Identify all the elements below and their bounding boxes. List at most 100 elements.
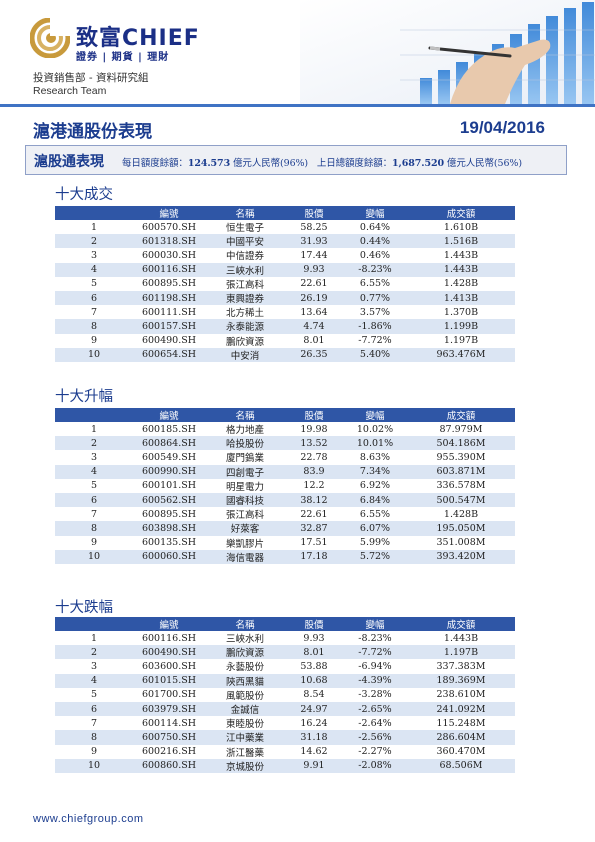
stock-code-cell: 600895.SH [141,278,197,290]
stock-name-cell: 張江高科 [225,510,264,522]
price-cell: 38.12 [285,492,343,508]
table-header-row: 編號 名稱 股價 變幅 成交額 [55,617,515,631]
summary-label: 滬股通表現 [34,154,104,170]
table-row: 3 603600.SH 永藝股份 53.88 -6.94% 337.383M [55,659,515,674]
change-cell: -7.72% [358,335,392,347]
stock-name-cell: 好萊客 [205,521,285,536]
stock-name-cell: 陝西黑貓 [205,673,285,688]
price-cell: 31.93 [285,234,343,249]
stock-code-cell: 600030.SH [141,249,197,261]
table-row: 2 600864.SH 哈投股份 13.52 10.01% 504.186M [55,436,515,451]
rank-cell: 1 [90,632,98,644]
table-row: 5 600895.SH 張江高科 22.61 6.55% 1.428B [55,277,515,291]
rank-cell: 6 [55,701,133,717]
rank-cell: 4 [55,464,133,479]
table-row: 7 600895.SH 張江高科 22.61 6.55% 1.428B [55,507,515,522]
stock-name-cell: 永藝股份 [225,662,264,674]
stock-code-cell: 603898.SH [133,521,205,536]
header-divider [0,104,595,107]
rank-cell: 6 [55,290,133,306]
price-cell: 83.9 [285,464,343,479]
stock-code-cell: 603600.SH [141,660,197,672]
change-cell: 0.44% [343,234,407,249]
column-header-change: 變幅 [343,408,407,422]
prev-total-label: 上日總額度餘額： [316,158,393,169]
turnover-cell: 1.197B [407,645,515,660]
column-header-price: 股價 [285,408,343,422]
table-header-row: 編號 名稱 股價 變幅 成交額 [55,206,515,220]
change-cell: -2.27% [358,746,392,758]
table-row: 10 600860.SH 京城股份 9.91 -2.08% 68.506M [55,758,515,773]
stock-name-cell: 三峽水利 [205,262,285,277]
prev-total-unit: 億元人民幣(56%) [444,158,522,169]
stock-name-cell: 三峽水利 [225,634,264,646]
stock-code-cell: 601700.SH [141,689,197,701]
column-header-turnover: 成交額 [407,408,515,422]
column-header-rank [55,617,133,631]
column-header-change: 變幅 [343,206,407,220]
table-row: 6 603979.SH 金誠信 24.97 -2.65% 241.092M [55,701,515,717]
table-row: 10 600654.SH 中安消 26.35 5.40% 963.476M [55,347,515,362]
change-cell: 5.99% [359,537,391,549]
stock-name-cell: 恒生電子 [225,223,264,235]
rank-cell: 9 [90,537,98,549]
rank-cell: 6 [55,492,133,508]
change-cell: 0.46% [359,249,391,261]
stock-name-cell: 國睿科技 [205,492,285,508]
price-cell: 19.98 [300,423,328,435]
stock-code-cell: 600490.SH [141,335,197,347]
report-date: 19/04/2016 [459,118,545,137]
rank-cell: 5 [90,480,98,492]
stock-code-cell: 600114.SH [141,717,197,729]
stock-code-cell: 603979.SH [133,701,205,717]
stock-name-cell: 哈投股份 [205,436,285,451]
footer-website[interactable]: www.chiefgroup.com [33,813,144,825]
price-cell: 22.78 [300,451,328,463]
stock-name-cell: 北方稀土 [225,308,264,320]
table-row: 9 600216.SH 浙江醫藥 14.62 -2.27% 360.470M [55,745,515,759]
rank-cell: 10 [55,758,133,773]
price-cell: 13.64 [300,306,328,318]
price-cell: 26.19 [285,290,343,306]
rank-cell: 10 [55,549,133,564]
rank-cell: 3 [90,249,98,261]
stock-code-cell: 600185.SH [141,423,197,435]
change-cell: -6.94% [358,660,392,672]
table-row: 4 600990.SH 四創電子 83.9 7.34% 603.871M [55,464,515,479]
change-cell: -3.28% [358,689,392,701]
stock-name-cell: 海信電器 [205,549,285,564]
stock-code-cell: 600654.SH [133,347,205,362]
stock-code-cell: 600549.SH [141,451,197,463]
price-cell: 17.51 [300,537,328,549]
rank-cell: 3 [90,660,98,672]
table-header-row: 編號 名稱 股價 變幅 成交額 [55,408,515,422]
table-row: 8 600157.SH 永泰能源 4.74 -1.86% 1.199B [55,319,515,334]
daily-quota-value: 124.573 [187,158,231,169]
price-cell: 9.91 [285,758,343,773]
rank-cell: 7 [90,306,98,318]
rank-cell: 9 [90,335,98,347]
turnover-cell: 68.506M [407,758,515,773]
table-row: 5 601700.SH 風範股份 8.54 -3.28% 238.610M [55,688,515,702]
change-cell: 5.40% [343,347,407,362]
price-cell: 26.35 [285,347,343,362]
rank-cell: 1 [90,423,98,435]
table-body: 1 600185.SH 格力地產 19.98 10.02% 87.979M 2 600864.… [55,422,515,564]
rank-cell: 8 [55,319,133,334]
change-cell: -2.64% [358,717,392,729]
price-cell: 58.25 [300,221,328,233]
change-cell: -2.65% [343,701,407,717]
rank-cell: 5 [90,278,98,290]
rank-cell: 9 [90,746,98,758]
stock-code-cell: 600101.SH [141,480,197,492]
price-cell: 9.93 [303,632,325,644]
column-header-turnover: 成交額 [407,206,515,220]
turnover-cell: 500.547M [407,492,515,508]
summary-box: 滬股通表現 每日額度餘額：124.573 億元人民幣(96%) 上日總額度餘額：… [25,145,567,175]
price-cell: 24.97 [285,701,343,717]
logo-tagline: 證券 | 期貨 | 理財 [76,52,170,63]
stock-code-cell: 600135.SH [141,537,197,549]
stock-name-cell: 鵬欣資源 [205,645,285,660]
table-row: 10 600060.SH 海信電器 17.18 5.72% 393.420M [55,549,515,564]
price-cell: 22.61 [300,508,328,520]
